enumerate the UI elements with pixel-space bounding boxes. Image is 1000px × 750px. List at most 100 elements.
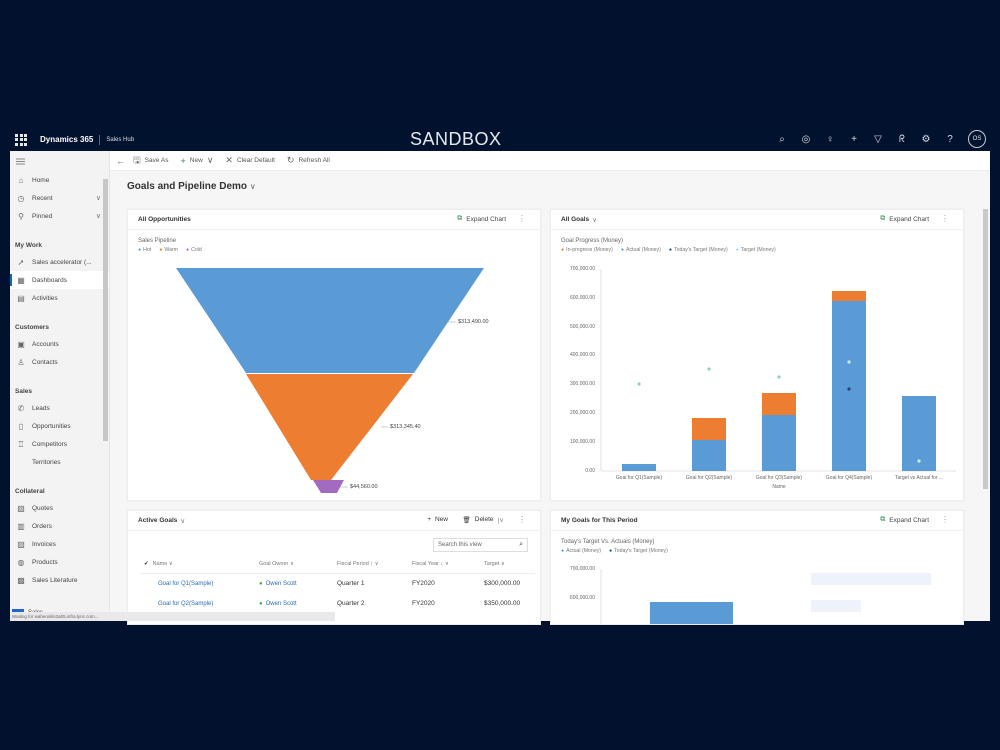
column-header-period[interactable]: Fiscal Period ↑ ∨ [333, 555, 408, 574]
funnel-warm[interactable] [246, 374, 413, 480]
table-row[interactable]: Goal for Q1(Sample) Owen Scott Quarter 1… [140, 573, 535, 593]
expand-label: Expand Chart [889, 215, 929, 223]
sidebar-item-home[interactable]: ⌂ Home [10, 171, 109, 189]
chevron-down-icon[interactable]: ∨ [592, 216, 597, 224]
lightbulb-icon[interactable]: ♀ [826, 133, 834, 145]
column-header-target[interactable]: Target ∨ [480, 555, 535, 574]
legend-item[interactable]: Hot [138, 247, 151, 253]
sidebar-item-accounts[interactable]: ▣ Accounts [10, 335, 109, 353]
more-options-icon[interactable]: ⋮ [941, 214, 949, 223]
chevron-down-icon[interactable]: |∨ [497, 517, 504, 524]
card-title[interactable]: All Goals [561, 216, 590, 223]
legend-item[interactable]: Cold [186, 247, 202, 253]
new-button[interactable]: + New ∨ [181, 155, 214, 166]
sidebar-item-products[interactable]: ◍ Products [10, 553, 109, 571]
sidebar-item-competitors[interactable]: ♖ Competitors [10, 435, 109, 453]
card-title[interactable]: Active Goals [138, 517, 178, 524]
plus-icon: + [180, 155, 186, 166]
module-name[interactable]: Sales Hub [106, 136, 135, 143]
chevron-down-icon[interactable]: ∨ [206, 155, 214, 165]
chart-legend: In-progress (Money) Actual (Money) Today… [551, 244, 963, 253]
help-icon[interactable]: ? [947, 133, 953, 145]
column-header-owner[interactable]: Goal Owner ∨ [255, 555, 333, 574]
sidebar-item-label: Invoices [32, 540, 56, 548]
dashboard-selector[interactable]: Goals and Pipeline Demo ∨ [127, 181, 256, 192]
chevron-down-icon[interactable]: ∨ [180, 517, 186, 525]
bar-q2-actual [692, 440, 726, 471]
sidebar-item-invoices[interactable]: ▨ Invoices [10, 535, 109, 553]
sidebar-item-territories[interactable]: Territories [10, 453, 109, 471]
plus-icon: + [427, 516, 431, 523]
assistant-icon[interactable]: ᖇ [899, 133, 905, 145]
goal-owner-link[interactable]: Owen Scott [259, 601, 297, 607]
search-icon[interactable]: ⌕ [519, 541, 523, 548]
sidebar-item-pinned[interactable]: ⚲ Pinned ∨ [10, 207, 109, 225]
sidebar-item-opportunities[interactable]: ▯ Opportunities [10, 417, 109, 435]
expand-chart-button[interactable]: ⧉ Expand Chart [880, 215, 929, 223]
sidebar-item-label: Orders [32, 522, 52, 530]
chevron-down-icon[interactable]: ∨ [95, 213, 101, 220]
more-options-icon[interactable]: ⋮ [941, 515, 949, 524]
funnel-hot[interactable] [176, 268, 484, 373]
sidebar-group-title: Customers [15, 324, 49, 331]
sidebar-item-recent[interactable]: ◷ Recent ∨ [10, 189, 109, 207]
hamburger-menu-icon[interactable] [10, 151, 109, 171]
legend-item[interactable]: In-progress (Money) [561, 247, 613, 253]
expand-chart-button[interactable]: ⧉ Expand Chart [457, 215, 506, 223]
main-scrollbar[interactable] [983, 209, 988, 489]
legend-item[interactable]: Warm [159, 247, 178, 253]
competitor-icon: ♖ [17, 439, 25, 449]
column-header-year[interactable]: Fiscal Year ↓ ∨ [408, 555, 480, 574]
delete-button[interactable]: 🗑 Delete |∨ [462, 516, 504, 524]
dashboard-icon: ▦ [17, 275, 25, 285]
chevron-down-icon[interactable]: ∨ [95, 195, 101, 202]
legend-item[interactable]: Actual (Money) [561, 548, 601, 554]
column-header-name[interactable]: ✔ Name ∨ [140, 555, 255, 574]
table-row[interactable]: Goal for Q2(Sample) Owen Scott Quarter 2… [140, 593, 535, 613]
settings-icon[interactable]: ⚙ [921, 133, 931, 145]
sidebar-item-orders[interactable]: ▥ Orders [10, 517, 109, 535]
plus-icon[interactable]: + [851, 133, 857, 145]
goal-name-link[interactable]: Goal for Q2(Sample) [158, 600, 214, 607]
legend-item[interactable]: Today's Target (Money) [609, 548, 668, 554]
back-button[interactable]: ← [116, 156, 125, 166]
legend-item[interactable]: Actual (Money) [621, 247, 661, 253]
building-icon: ▣ [17, 339, 25, 349]
sidebar-item-sales-literature[interactable]: ▩ Sales Literature [10, 571, 109, 589]
refresh-all-button[interactable]: ↻ Refresh All [287, 155, 330, 166]
pin-icon: ⚲ [18, 211, 24, 221]
refresh-icon: ↻ [286, 155, 295, 165]
target-icon[interactable]: ◎ [801, 133, 811, 145]
sidebar-item-label: Products [32, 558, 58, 566]
clear-default-button[interactable]: ✕ Clear Default [225, 155, 274, 166]
sidebar-item-quotes[interactable]: ▧ Quotes [10, 499, 109, 517]
bar-q4-inprogress [832, 291, 866, 301]
app-launcher-icon[interactable] [14, 133, 28, 147]
filter-icon[interactable]: ▽ [874, 133, 882, 145]
new-goal-button[interactable]: + New [427, 516, 448, 523]
sidebar-item-contacts[interactable]: ♙ Contacts [10, 353, 109, 371]
sidebar-item-activities[interactable]: ▤ Activities [10, 289, 109, 307]
expand-chart-button[interactable]: ⧉ Expand Chart [880, 516, 929, 524]
sidebar-item-dashboards[interactable]: ▦ Dashboards [10, 271, 109, 289]
legend-item[interactable]: Target (Money) [736, 247, 776, 253]
goal-owner-link[interactable]: Owen Scott [259, 581, 297, 587]
app-name[interactable]: Dynamics 365 [40, 135, 94, 144]
sidebar-scrollbar[interactable] [103, 179, 108, 441]
new-label: New [434, 516, 448, 523]
select-all-checkbox[interactable]: ✔ [144, 560, 149, 567]
goal-name-link[interactable]: Goal for Q1(Sample) [158, 580, 214, 587]
search-input[interactable]: Search this view ⌕ [433, 538, 528, 552]
sidebar-item-leads[interactable]: ✆ Leads [10, 399, 109, 417]
save-as-button[interactable]: 🖫 Save As [133, 153, 169, 169]
search-icon[interactable]: ⌕ [779, 133, 785, 145]
x-label: Target vs Actual for ... [894, 475, 944, 481]
legend-item[interactable]: Today's Target (Money) [669, 247, 728, 253]
sidebar-item-sales-accelerator[interactable]: ➚ Sales accelerator (... [10, 253, 109, 271]
card-title: My Goals for This Period [561, 517, 638, 524]
funnel-cold[interactable] [313, 480, 344, 493]
more-options-icon[interactable]: ⋮ [518, 515, 526, 524]
avatar[interactable]: OS [968, 130, 986, 148]
expand-icon: ⧉ [457, 215, 463, 222]
more-options-icon[interactable]: ⋮ [518, 214, 526, 223]
